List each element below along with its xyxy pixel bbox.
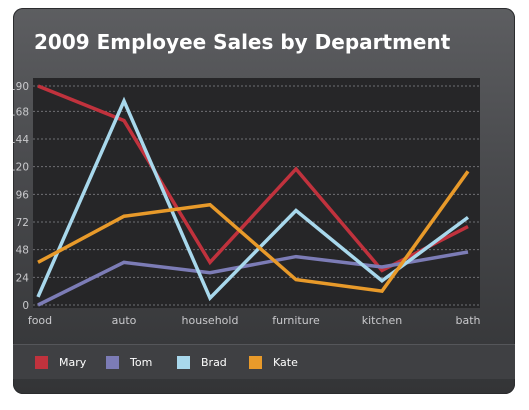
series-line-kate xyxy=(37,170,470,294)
y-tick-label: 120 xyxy=(13,162,29,174)
legend-label: Mary xyxy=(59,355,87,369)
legend-label: Brad xyxy=(201,355,227,369)
legend-label: Kate xyxy=(273,355,298,369)
legend-item-kate: Kate xyxy=(249,355,298,369)
legend-item-tom: Tom xyxy=(106,355,152,369)
y-tick-label: 24 xyxy=(16,272,30,284)
series-line-tom xyxy=(37,250,469,307)
x-tick-label: kitchen xyxy=(362,314,403,327)
chart-card: 2009 Employee Sales by Department 0 24 48 7… xyxy=(13,8,515,394)
x-tick-label: bath xyxy=(455,314,480,327)
legend-label: Tom xyxy=(130,355,153,369)
legend-item-mary: Mary xyxy=(35,355,86,369)
x-tick-label: furniture xyxy=(272,314,320,327)
legend: Mary Tom Brad Kate xyxy=(13,344,515,379)
y-tick-label: 168 xyxy=(13,106,29,118)
y-tick-label: 144 xyxy=(13,134,29,146)
y-tick-label: 0 xyxy=(22,300,29,312)
x-tick-label: household xyxy=(182,314,239,327)
y-tick-label: 72 xyxy=(16,217,29,229)
x-tick-label: food xyxy=(28,314,52,327)
legend-swatch xyxy=(35,355,48,369)
y-tick-label: 48 xyxy=(16,245,29,257)
legend-swatch xyxy=(106,355,119,369)
y-tick-label: 190 xyxy=(13,81,29,93)
legend-item-brad: Brad xyxy=(177,355,227,369)
y-tick-label: 96 xyxy=(16,189,30,201)
legend-swatch xyxy=(249,355,262,369)
line-chart: 0 24 48 72 96 120 144 168 190 food auto household fu… xyxy=(13,78,481,327)
legend-swatch xyxy=(177,355,190,369)
chart-title: 2009 Employee Sales by Department xyxy=(34,30,451,54)
x-tick-label: auto xyxy=(112,314,137,327)
